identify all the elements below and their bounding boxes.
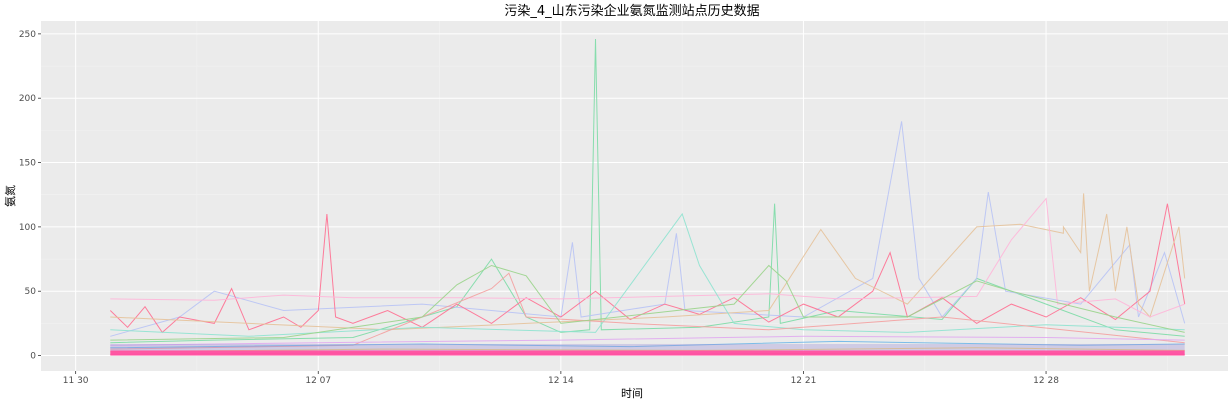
y-tick-label: 0 (30, 352, 36, 362)
series-line-6 (110, 212, 1185, 337)
series-line-3 (109, 203, 1186, 334)
x-tick-label: 12 21 (791, 376, 817, 386)
series-line-4 (110, 193, 1186, 331)
plot-panel (41, 21, 1228, 371)
series-line-8 (110, 264, 1185, 341)
y-tick-label: 200 (19, 94, 36, 104)
series-layer (109, 38, 1186, 355)
dense-band (110, 343, 1185, 356)
chart-title: 污染_4_山东污染企业氨氮监测站点历史数据 (504, 3, 759, 19)
x-tick-label: 12 14 (548, 376, 574, 386)
series-line-7 (110, 272, 1185, 350)
series-line-10 (110, 340, 1185, 349)
series-line-5 (110, 197, 1185, 318)
y-tick-label: 150 (19, 159, 36, 169)
y-tick-label: 100 (19, 223, 36, 233)
dense-band-shadow (110, 343, 1185, 351)
y-axis-title: 氨氮 (3, 185, 17, 207)
series-line-9 (110, 335, 1185, 346)
x-tick-label: 11 30 (63, 376, 89, 386)
dense-band-fill (110, 350, 1185, 356)
x-tick-label: 12 07 (305, 376, 331, 386)
y-tick-label: 50 (25, 287, 37, 297)
series-line-11 (110, 347, 1185, 353)
x-axis-title: 时间 (621, 387, 643, 400)
y-tick-label: 250 (19, 30, 36, 40)
x-tick-label: 12 28 (1033, 376, 1059, 386)
y-axis: 0 50 100 150 200 250 (19, 30, 41, 362)
series-line-2 (110, 121, 1186, 337)
x-axis: 11 30 12 07 12 14 12 21 12 28 (63, 371, 1059, 386)
